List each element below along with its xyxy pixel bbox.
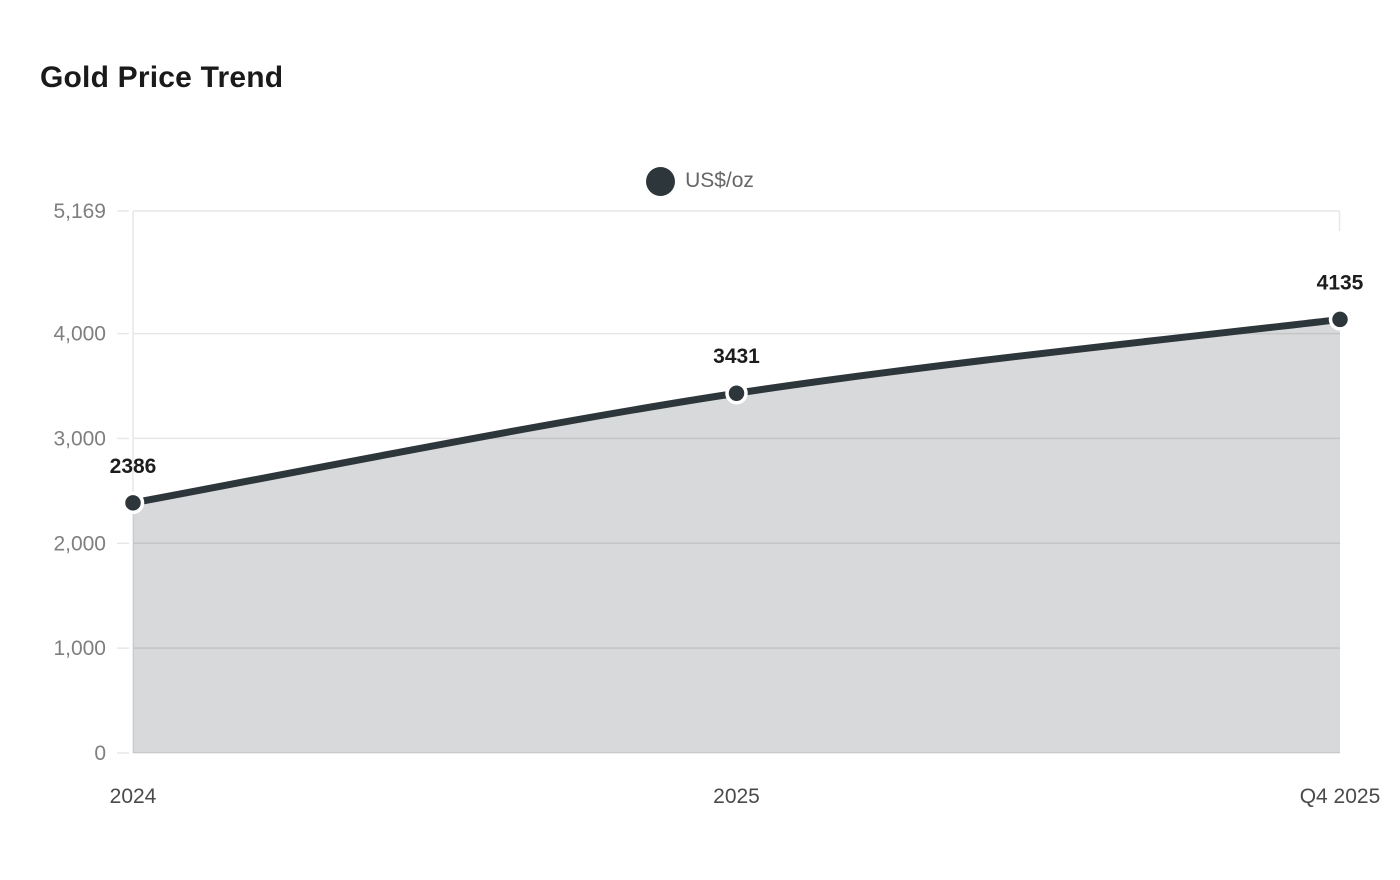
y-axis-tick-label: 5,169 bbox=[53, 200, 106, 223]
series-area-fill bbox=[133, 319, 1340, 753]
y-axis-tick-label: 2,000 bbox=[53, 532, 106, 555]
y-axis-tick-label: 3,000 bbox=[53, 427, 106, 450]
y-axis-tick-label: 1,000 bbox=[53, 637, 106, 660]
legend-series-label: US$/oz bbox=[685, 169, 754, 192]
legend-item-usd-oz[interactable]: US$/oz bbox=[0, 163, 1400, 199]
y-axis-tick-label: 0 bbox=[94, 742, 106, 765]
x-axis-label: Q4 2025 bbox=[1300, 785, 1381, 808]
chart-title: Gold Price Trend bbox=[40, 61, 284, 94]
data-point-marker[interactable] bbox=[725, 381, 748, 405]
y-axis-tick-label: 4,000 bbox=[53, 323, 106, 346]
data-point-label: 4135 bbox=[1317, 271, 1364, 294]
data-point-label: 3431 bbox=[713, 345, 760, 368]
data-point-marker[interactable] bbox=[121, 491, 145, 515]
legend-series-marker-icon bbox=[646, 166, 676, 196]
data-point-marker[interactable] bbox=[1328, 308, 1352, 331]
data-point-label: 2386 bbox=[110, 455, 157, 478]
x-axis-label: 2024 bbox=[110, 785, 157, 808]
x-axis-label: 2025 bbox=[713, 785, 760, 808]
